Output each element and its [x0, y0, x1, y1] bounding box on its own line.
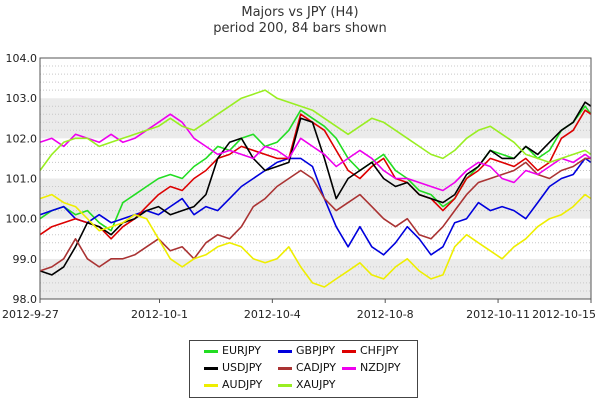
plot-band	[40, 218, 591, 259]
legend-swatch	[342, 367, 356, 370]
legend-label: CADJPY	[296, 361, 337, 374]
x-tick-label: 2012-10-8	[357, 308, 414, 321]
series-line-nzdjpy	[39, 113, 592, 192]
series-line-xaujpy	[39, 89, 592, 171]
y-tick-label: 104.0	[6, 52, 38, 65]
x-tick-label: 2012-10-1	[131, 308, 188, 321]
legend-swatch	[204, 367, 218, 370]
legend-swatch	[278, 350, 292, 353]
chart-subtitle: period 200, 84 bars shown	[213, 21, 387, 36]
legend-label: CHFJPY	[360, 344, 399, 357]
plot-band	[40, 138, 591, 179]
plot-band	[40, 178, 591, 219]
y-tick-label: 100.0	[6, 213, 38, 226]
plot-band	[40, 58, 591, 99]
y-tick-label: 103.0	[6, 92, 38, 105]
legend-label: NZDJPY	[360, 361, 401, 374]
legend-swatch	[278, 384, 292, 387]
series-line-audjpy	[39, 193, 592, 288]
legend-swatch	[342, 350, 356, 353]
y-tick-label: 102.0	[6, 132, 38, 145]
plot-bands	[40, 58, 591, 299]
series-line-cadjpy	[39, 157, 591, 272]
legend-label: XAUJPY	[296, 378, 336, 391]
y-axis-ticks: 98.0 99.0 100.0 101.0 102.0 103.0 104.0	[6, 52, 38, 306]
plot-frame	[39, 57, 592, 300]
x-tick-label: 2012-9-27	[2, 308, 59, 321]
grid-lines	[40, 65, 591, 292]
legend-label: EURJPY	[222, 344, 261, 357]
x-tick-label: 2012-10-4	[244, 308, 301, 321]
y-tick-label: 98.0	[13, 293, 38, 306]
x-axis-ticks: 2012-9-27 2012-10-1 2012-10-4 2012-10-8 2012…	[2, 299, 596, 321]
legend-swatch	[204, 384, 218, 387]
plot-band	[40, 258, 591, 299]
series-line-eurjpy	[39, 105, 592, 232]
legend-label: GBPJPY	[296, 344, 336, 357]
series-line-usdjpy	[39, 101, 592, 276]
series-lines	[39, 89, 592, 288]
chart-legend: EURJPY GBPJPY CHFJPY USDJPY CADJPY NZDJPY AUDJ…	[189, 340, 418, 398]
legend-swatch	[204, 350, 218, 353]
y-tick-label: 101.0	[6, 173, 38, 186]
y-tick-label: 99.0	[13, 253, 38, 266]
legend-label: AUDJPY	[222, 378, 263, 391]
chart-title: Majors vs JPY (H4)	[241, 5, 359, 20]
legend-label: USDJPY	[222, 361, 262, 374]
x-tick-label: 2012-10-11	[466, 308, 530, 321]
legend-swatch	[278, 367, 292, 370]
x-tick-label: 2012-10-15	[532, 308, 596, 321]
